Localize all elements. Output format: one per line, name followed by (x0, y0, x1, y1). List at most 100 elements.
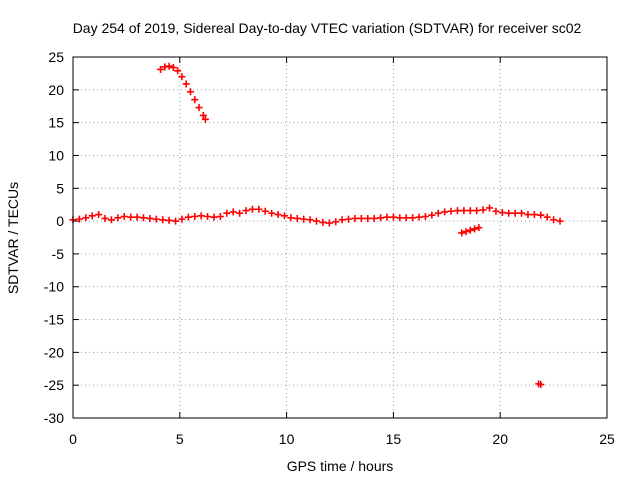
data-point (182, 80, 190, 88)
data-point (498, 209, 506, 217)
data-point (199, 111, 207, 119)
data-point (293, 214, 301, 222)
y-tick-label: -5 (52, 246, 65, 262)
data-point (453, 207, 461, 215)
x-tick-label: 25 (599, 431, 615, 447)
data-point (313, 217, 321, 225)
data-point (165, 62, 173, 70)
series-3 (535, 380, 545, 389)
data-point (274, 211, 282, 219)
data-point (107, 216, 115, 224)
y-tick-label: 25 (48, 49, 64, 65)
data-point (556, 217, 564, 225)
chart-title: Day 254 of 2019, Sidereal Day-to-day VTE… (73, 20, 582, 36)
series-0 (69, 204, 564, 227)
data-point (473, 207, 481, 215)
y-tick-label: 15 (48, 115, 64, 131)
data-point (255, 205, 263, 213)
data-point (242, 207, 250, 215)
data-point (421, 212, 429, 220)
data-point (95, 211, 103, 219)
data-point (197, 212, 205, 220)
data-point (157, 65, 165, 73)
data-point (364, 214, 372, 222)
data-point (345, 215, 353, 223)
data-point (537, 211, 545, 219)
data-point (402, 214, 410, 222)
data-point (466, 226, 474, 234)
data-point (133, 213, 141, 221)
data-point (479, 206, 487, 214)
data-point (178, 215, 186, 223)
data-point (152, 215, 160, 223)
x-tick-label: 5 (176, 431, 184, 447)
data-point (236, 209, 244, 217)
data-point (146, 214, 154, 222)
data-point (325, 219, 333, 227)
data-point (280, 212, 288, 220)
data-point (172, 217, 180, 225)
y-tick-label: 10 (48, 147, 64, 163)
y-tick-label: -15 (44, 312, 64, 328)
data-point (204, 212, 212, 220)
data-point (261, 207, 269, 215)
data-point (101, 214, 109, 222)
x-tick-label: 0 (69, 431, 77, 447)
y-tick-label: -10 (44, 279, 64, 295)
data-point (434, 209, 442, 217)
data-point (159, 216, 167, 224)
data-point (458, 229, 466, 237)
data-point (475, 224, 483, 232)
data-point (486, 204, 494, 212)
data-layer (69, 62, 564, 389)
data-point (127, 213, 135, 221)
data-point (114, 214, 122, 222)
data-point (319, 218, 327, 226)
data-point (462, 228, 470, 236)
y-tick-label: -25 (44, 377, 64, 393)
data-point (300, 215, 308, 223)
data-point (460, 207, 468, 215)
data-point (195, 104, 203, 112)
data-point (409, 214, 417, 222)
data-point (75, 215, 83, 223)
data-point (370, 214, 378, 222)
x-tick-label: 15 (386, 431, 402, 447)
y-axis-label: SDTVAR / TECUs (5, 182, 21, 294)
data-point (191, 96, 199, 104)
data-point (120, 212, 128, 220)
data-point (471, 225, 479, 233)
x-tick-label: 20 (492, 431, 508, 447)
data-point (466, 207, 474, 215)
tick-layer: 0 5 10 15 20 25 25 20 15 10 5 0 -5 -10 -15 -20 -25 -30 (44, 49, 615, 447)
data-point (169, 64, 177, 72)
y-tick-label: -20 (44, 344, 64, 360)
data-point (511, 209, 519, 217)
data-point (550, 216, 558, 224)
data-point (351, 214, 359, 222)
data-point (537, 381, 545, 389)
grid-layer (73, 57, 607, 418)
data-point (201, 115, 209, 123)
data-point (505, 209, 513, 217)
data-point (357, 214, 365, 222)
data-point (377, 214, 385, 222)
data-point (184, 213, 192, 221)
series-2 (458, 224, 483, 237)
y-tick-label: 5 (56, 180, 64, 196)
data-point (174, 67, 182, 75)
plot-frame (72, 56, 608, 419)
x-tick-label: 10 (279, 431, 295, 447)
data-point (396, 214, 404, 222)
data-point (88, 212, 96, 220)
data-point (415, 213, 423, 221)
data-point (441, 208, 449, 216)
data-point (229, 208, 237, 216)
y-tick-label: 0 (56, 213, 64, 229)
data-point (447, 207, 455, 215)
data-point (139, 214, 147, 222)
data-point (223, 209, 231, 217)
data-point (389, 213, 397, 221)
data-point (178, 73, 186, 81)
